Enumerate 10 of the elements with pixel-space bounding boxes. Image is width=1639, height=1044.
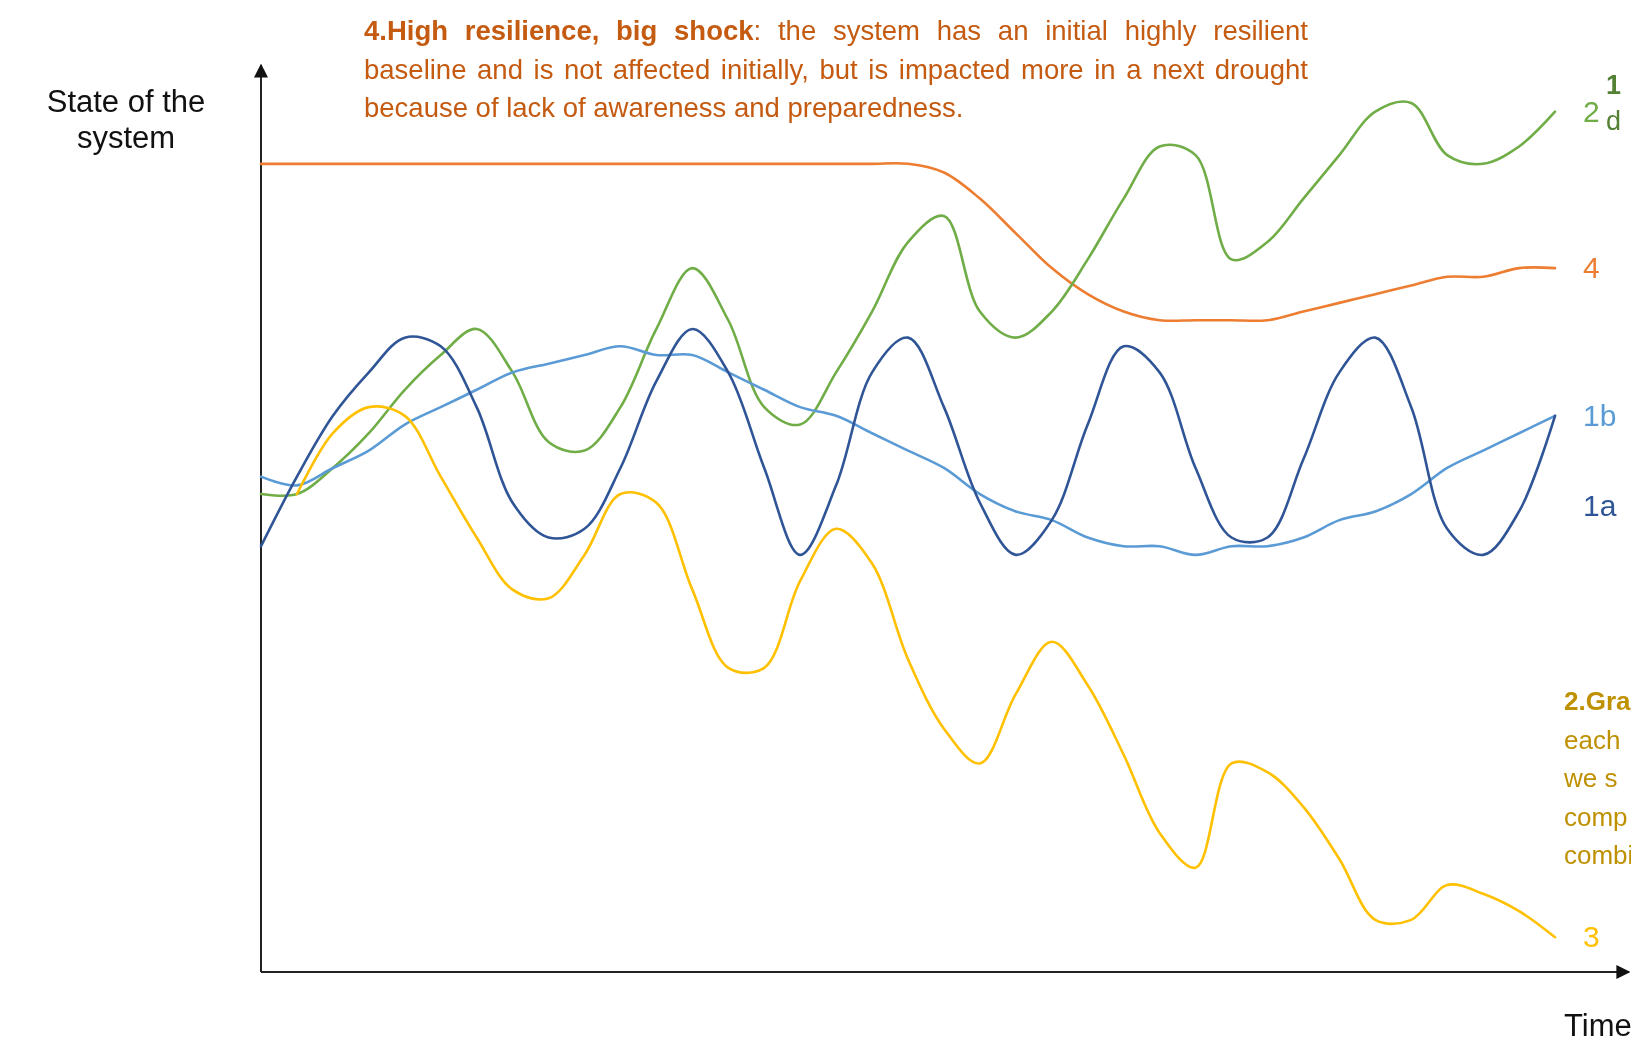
x-axis-title: Time bbox=[1564, 1008, 1632, 1043]
text: 1 d bbox=[1606, 70, 1622, 136]
series-label: 3 bbox=[1583, 920, 1600, 954]
series-label: 1b bbox=[1583, 398, 1617, 432]
y-axis-title: State of the system bbox=[46, 84, 206, 155]
annotation: 4.High resilience, big shock: the system has an initial highly resilient baseline and is not affected initially, but is impacted more in a next drought because of lack of awareness and preparedness. bbox=[364, 14, 1308, 125]
annotation: 2.Gra each we s comp combi bbox=[1563, 686, 1634, 870]
series-label: 2 bbox=[1583, 94, 1600, 128]
series-label: 1a bbox=[1583, 488, 1617, 522]
series-label: 4 bbox=[1583, 251, 1600, 285]
